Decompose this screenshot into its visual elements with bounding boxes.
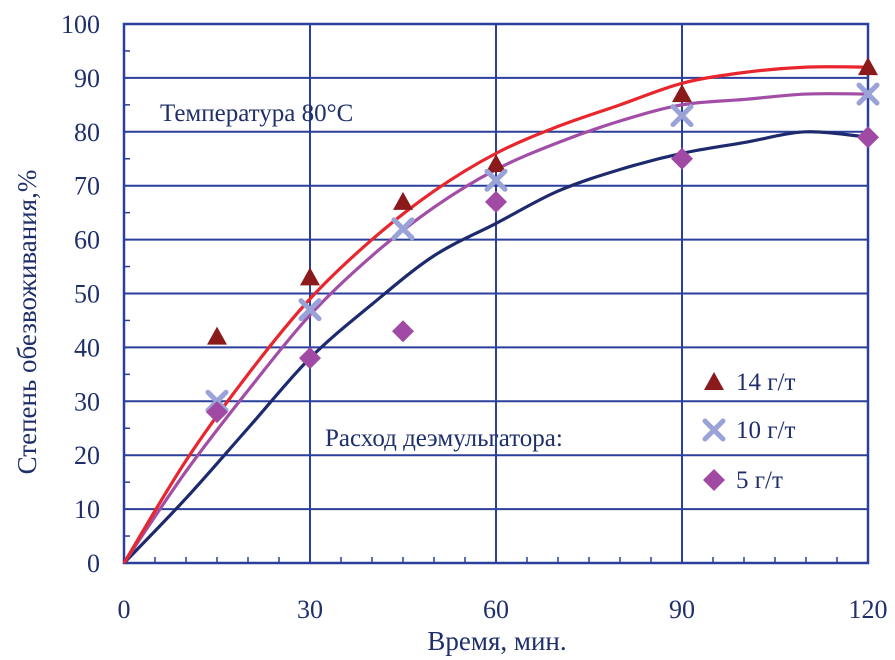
cross-stroke [298, 298, 322, 322]
y-tick-label: 40 [74, 333, 100, 362]
data-point [858, 57, 878, 76]
legend-marker [703, 469, 725, 491]
legend-title: Расход деэмульгатора: [325, 425, 563, 452]
y-tick-label: 100 [61, 10, 100, 39]
y-tick-label: 30 [74, 387, 100, 416]
y-tick-label: 70 [74, 172, 100, 201]
legend-label: 14 г/т [736, 369, 795, 396]
cross-stroke [856, 82, 880, 106]
data-point [393, 191, 413, 210]
axes [122, 22, 870, 565]
data-point [485, 190, 507, 213]
y-tick-label: 90 [74, 64, 100, 93]
data-point [484, 168, 508, 192]
y-tick-label: 50 [74, 280, 100, 309]
y-tick-label: 10 [74, 495, 100, 524]
trend-line [122, 130, 869, 565]
data-point [672, 84, 692, 103]
data-point [486, 154, 506, 173]
data-point [857, 126, 879, 149]
legend-label: 10 г/т [736, 417, 795, 444]
data-point [207, 326, 227, 345]
plot-border [122, 22, 870, 565]
legend-marker [702, 418, 726, 442]
legend: 14 г/т 10 г/т 5 г/т [702, 369, 795, 494]
trend-lines [122, 65, 869, 565]
x-axis-title: Время, мин. [427, 626, 566, 656]
cross-stroke [702, 418, 726, 442]
temperature-annotation: Температура 80°С [160, 100, 353, 127]
x-tick-label: 60 [483, 595, 509, 624]
data-point [391, 217, 415, 241]
y-tick-label: 80 [74, 118, 100, 147]
y-tick-label: 20 [74, 441, 100, 470]
x-tick-label: 0 [118, 595, 131, 624]
legend-label: 5 г/т [736, 467, 783, 494]
data-point [670, 104, 694, 128]
data-point [856, 82, 880, 106]
data-point [392, 320, 414, 343]
x-tick-label: 90 [669, 595, 695, 624]
data-markers [205, 57, 880, 424]
legend-marker [704, 372, 724, 390]
trend-line [122, 92, 869, 564]
cross-stroke [391, 217, 415, 241]
data-point [300, 267, 320, 286]
y-tick-label: 0 [87, 549, 100, 578]
data-point [671, 147, 693, 170]
tick-labels: 0 10 20 30 40 50 60 70 80 90 100 0 30 60 90 120 [61, 10, 888, 624]
x-tick-label: 120 [849, 595, 888, 624]
cross-stroke [484, 168, 508, 192]
x-tick-label: 30 [297, 595, 323, 624]
y-axis-title: Степень обезвоживания,% [12, 170, 42, 475]
y-tick-label: 60 [74, 226, 100, 255]
data-point [206, 401, 228, 424]
data-point [299, 347, 321, 370]
data-point [298, 298, 322, 322]
trend-line [122, 65, 869, 564]
cross-stroke [670, 104, 694, 128]
